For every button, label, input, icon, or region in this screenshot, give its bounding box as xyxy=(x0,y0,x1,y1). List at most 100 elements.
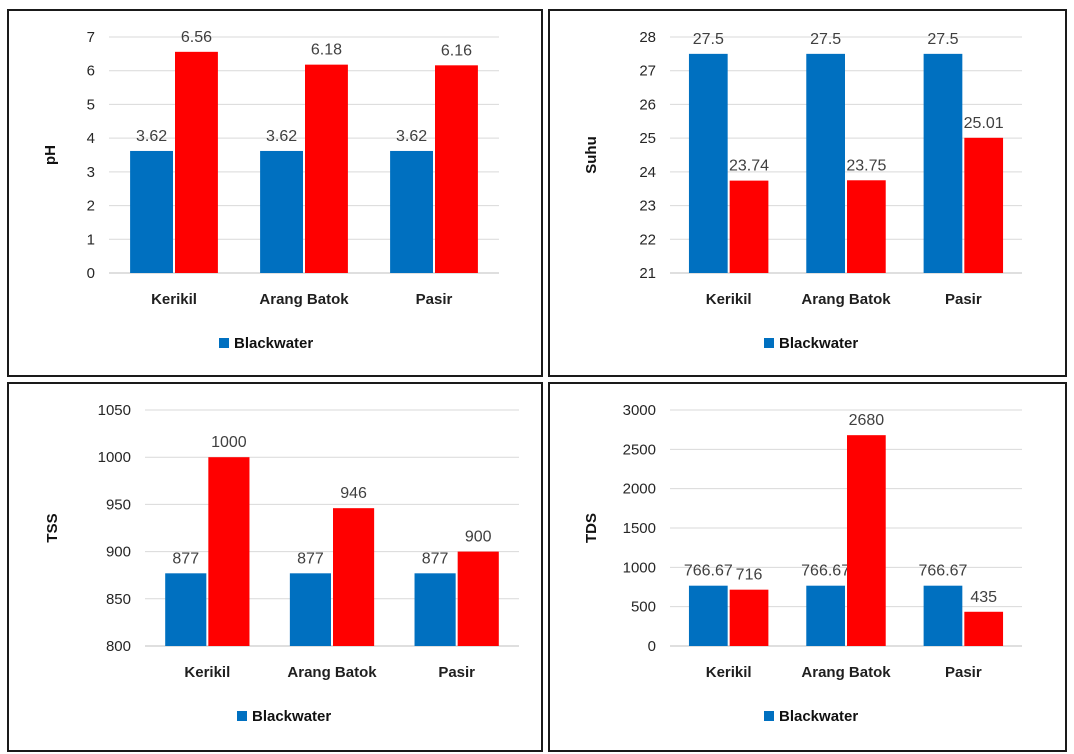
y-tick-label: 850 xyxy=(106,591,131,608)
y-tick-label: 21 xyxy=(639,265,656,282)
x-category-label: Kerikil xyxy=(706,291,752,308)
data-label: 6.16 xyxy=(441,42,472,59)
y-tick-label: 1500 xyxy=(623,520,656,537)
data-label: 716 xyxy=(736,567,763,584)
y-tick-label: 26 xyxy=(639,96,656,113)
chart-panel-suhu: 21 22 23 24 25 26 27 28 Suhu 27.5 23.74 Kerikil 27.5… xyxy=(548,9,1067,377)
legend-swatch xyxy=(237,711,247,721)
bar-series-2 xyxy=(457,551,499,646)
legend-label: Blackwater xyxy=(252,708,331,725)
y-tick-label: 1000 xyxy=(623,559,656,576)
legend-swatch xyxy=(764,338,774,348)
chart-panel-tds: 0 500 1000 1500 2000 2500 3000 TDS 766.67 716 Keri… xyxy=(548,382,1067,752)
chart-panel-ph: 0 1 2 3 4 5 6 7 pH 3.62 6.56 Kerikil 3.62 6.18 Arang B… xyxy=(7,9,543,377)
y-tick-label: 4 xyxy=(87,130,95,147)
x-category-label: Arang Batok xyxy=(287,664,377,681)
legend-swatch xyxy=(764,711,774,721)
bar-series-2 xyxy=(964,611,1004,646)
data-label: 6.18 xyxy=(311,42,342,59)
data-label: 3.62 xyxy=(396,128,427,145)
bar-series-2 xyxy=(847,180,886,273)
data-label: 900 xyxy=(465,529,492,546)
y-tick-label: 24 xyxy=(639,164,656,181)
data-label: 27.5 xyxy=(927,31,958,48)
data-label: 766.67 xyxy=(684,563,733,580)
y-axis-label: TDS xyxy=(583,513,600,543)
x-category-label: Pasir xyxy=(416,291,453,308)
y-tick-label: 22 xyxy=(639,231,656,248)
bar-blackwater xyxy=(130,150,173,273)
legend-swatch xyxy=(219,338,229,348)
y-axis-label: pH xyxy=(42,145,59,165)
y-tick-label: 0 xyxy=(87,265,95,282)
data-label: 877 xyxy=(422,550,449,567)
data-label: 946 xyxy=(340,485,367,502)
data-label: 23.74 xyxy=(729,158,769,175)
x-category-label: Kerikil xyxy=(184,664,230,681)
y-tick-label: 23 xyxy=(639,198,656,215)
bar-blackwater xyxy=(688,585,728,646)
bar-series-2 xyxy=(729,589,769,646)
bar-series-2 xyxy=(435,65,478,273)
chart-panel-tss: 800 850 900 950 1000 1050 TSS 877 1000 Kerikil 877… xyxy=(7,382,543,752)
bar-series-2 xyxy=(305,64,348,273)
data-label: 23.75 xyxy=(846,157,886,174)
y-tick-label: 3000 xyxy=(623,402,656,419)
data-label: 766.67 xyxy=(801,563,850,580)
bar-blackwater xyxy=(260,150,303,273)
y-tick-label: 500 xyxy=(631,599,656,616)
data-label: 25.01 xyxy=(964,115,1004,132)
y-tick-label: 7 xyxy=(87,29,95,46)
bar-blackwater xyxy=(923,53,963,273)
chart-ph: 0 1 2 3 4 5 6 7 pH 3.62 6.56 Kerikil 3.62 6.18 Arang B… xyxy=(42,29,499,352)
bar-series-2 xyxy=(847,435,886,646)
data-label: 27.5 xyxy=(693,31,724,48)
y-tick-label: 25 xyxy=(639,130,656,147)
bar-blackwater xyxy=(806,53,845,273)
bar-series-2 xyxy=(729,180,769,273)
bar-series-2 xyxy=(333,508,375,646)
data-label: 2680 xyxy=(849,412,885,429)
y-axis-label: TSS xyxy=(44,513,61,542)
y-tick-label: 900 xyxy=(106,544,131,561)
data-label: 435 xyxy=(970,589,997,606)
y-axis-label: Suhu xyxy=(583,136,600,174)
y-tick-label: 1 xyxy=(87,231,95,248)
bar-series-2 xyxy=(208,457,250,646)
data-label: 1000 xyxy=(211,434,247,451)
y-tick-label: 950 xyxy=(106,496,131,513)
x-category-label: Kerikil xyxy=(706,664,752,681)
x-category-label: Pasir xyxy=(945,291,982,308)
y-tick-label: 800 xyxy=(106,638,131,655)
bar-blackwater xyxy=(390,150,433,273)
bar-blackwater xyxy=(165,573,207,646)
x-category-label: Arang Batok xyxy=(801,664,891,681)
y-tick-label: 28 xyxy=(639,29,656,46)
x-category-label: Kerikil xyxy=(151,291,197,308)
bar-blackwater xyxy=(289,573,331,646)
legend-label: Blackwater xyxy=(779,708,858,725)
x-category-label: Pasir xyxy=(945,664,982,681)
chart-suhu: 21 22 23 24 25 26 27 28 Suhu 27.5 23.74 Kerikil 27.5… xyxy=(583,29,1022,352)
data-label: 3.62 xyxy=(266,128,297,145)
bar-series-2 xyxy=(964,137,1004,273)
chart-tss: 800 850 900 950 1000 1050 TSS 877 1000 Kerikil 877… xyxy=(44,402,519,725)
bar-blackwater xyxy=(414,573,456,646)
bar-series-2 xyxy=(175,51,218,273)
y-tick-label: 5 xyxy=(87,96,95,113)
y-tick-label: 0 xyxy=(648,638,656,655)
legend-label: Blackwater xyxy=(234,335,313,352)
y-tick-label: 6 xyxy=(87,63,95,80)
y-tick-label: 27 xyxy=(639,63,656,80)
y-tick-label: 1000 xyxy=(98,449,131,466)
x-category-label: Arang Batok xyxy=(259,291,349,308)
y-tick-label: 2500 xyxy=(623,441,656,458)
legend-label: Blackwater xyxy=(779,335,858,352)
data-label: 877 xyxy=(297,550,324,567)
data-label: 3.62 xyxy=(136,128,167,145)
bar-blackwater xyxy=(688,53,728,273)
y-tick-label: 3 xyxy=(87,164,95,181)
x-category-label: Pasir xyxy=(438,664,475,681)
x-category-label: Arang Batok xyxy=(801,291,891,308)
